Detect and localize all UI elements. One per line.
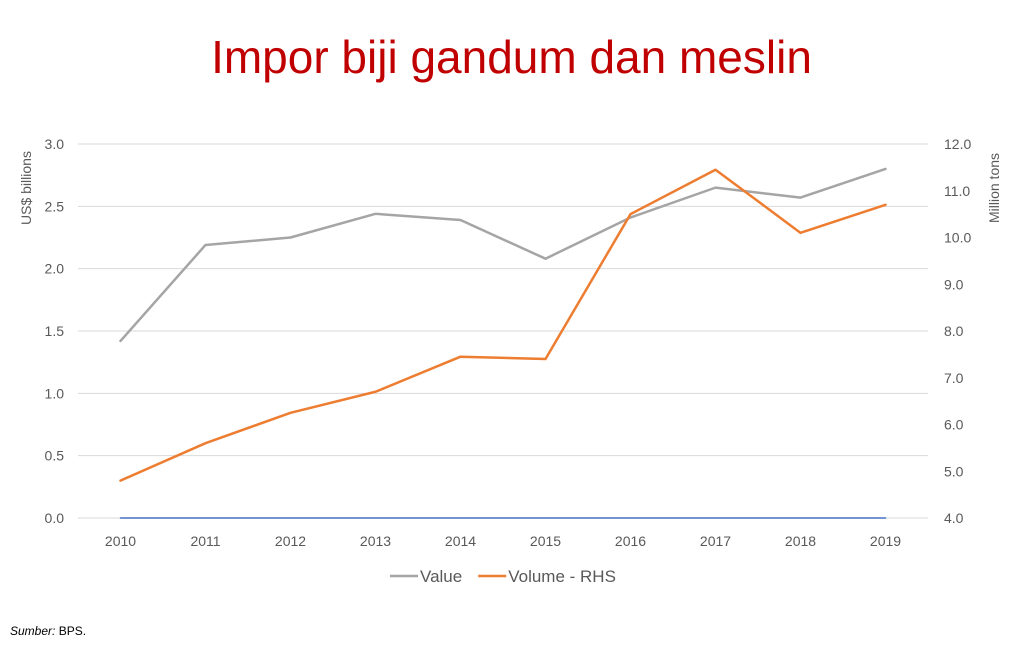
right-tick-label: 8.0 <box>944 323 964 339</box>
x-tick-label: 2015 <box>530 533 561 549</box>
data-point-volume-rhs <box>545 358 547 360</box>
right-axis-label: Million tons <box>986 153 1002 223</box>
data-point-value <box>120 340 122 342</box>
data-point-series-2 <box>800 517 802 519</box>
right-tick-label: 7.0 <box>944 370 964 386</box>
source-text: BPS. <box>58 624 87 638</box>
data-point-series-2 <box>715 517 717 519</box>
data-point-volume-rhs <box>375 391 377 393</box>
x-tick-label: 2011 <box>190 533 220 549</box>
x-axis-ticks: 2010 2011 2012 2013 2014 2015 2016 2017 2018 2019 <box>105 533 901 549</box>
x-tick-label: 2017 <box>700 533 731 549</box>
legend-label: Volume - RHS <box>508 567 616 586</box>
data-point-series-2 <box>460 517 462 519</box>
left-axis-ticks: 0.0 0.5 1.0 1.5 2.0 2.5 3.0 <box>45 136 65 526</box>
right-tick-label: 9.0 <box>944 276 964 292</box>
left-tick-label: 1.5 <box>45 323 65 339</box>
data-point-volume-rhs <box>205 442 207 444</box>
data-point-series-2 <box>545 517 547 519</box>
data-point-value <box>800 197 802 199</box>
left-axis-label: US$ billions <box>18 151 34 225</box>
right-tick-label: 12.0 <box>944 136 971 152</box>
left-tick-label: 2.5 <box>45 198 65 214</box>
data-point-series-2 <box>120 517 122 519</box>
left-tick-label: 0.5 <box>45 448 65 464</box>
series-line-volume-rhs <box>119 168 887 482</box>
data-point-value <box>885 168 887 170</box>
x-tick-label: 2019 <box>870 533 901 549</box>
left-tick-label: 0.0 <box>45 510 65 526</box>
data-point-volume-rhs <box>460 356 462 358</box>
data-point-volume-rhs <box>885 204 887 206</box>
right-tick-label: 4.0 <box>944 510 964 526</box>
data-point-volume-rhs <box>290 412 292 414</box>
data-point-volume-rhs <box>120 480 122 482</box>
data-point-series-2 <box>375 517 377 519</box>
data-point-value <box>715 187 717 189</box>
legend-label: Value <box>420 567 462 586</box>
right-tick-label: 6.0 <box>944 417 964 433</box>
x-tick-label: 2018 <box>785 533 816 549</box>
data-point-volume-rhs <box>630 213 632 215</box>
right-tick-label: 10.0 <box>944 230 971 246</box>
data-point-series-2 <box>290 517 292 519</box>
left-tick-label: 2.0 <box>45 261 65 277</box>
legend: Value Volume - RHS <box>390 567 616 586</box>
x-tick-label: 2016 <box>615 533 646 549</box>
left-tick-label: 3.0 <box>45 136 65 152</box>
x-tick-label: 2014 <box>445 533 476 549</box>
right-tick-label: 11.0 <box>944 183 970 199</box>
left-tick-label: 1.0 <box>45 385 65 401</box>
data-point-value <box>375 213 377 215</box>
source-note: Sumber: BPS. <box>10 624 86 638</box>
data-point-volume-rhs <box>800 232 802 234</box>
x-tick-label: 2012 <box>275 533 306 549</box>
data-point-value <box>545 258 547 260</box>
series-lines <box>119 167 887 519</box>
x-tick-label: 2010 <box>105 533 136 549</box>
data-point-value <box>205 244 207 246</box>
chart-title: Impor biji gandum dan meslin <box>211 31 812 83</box>
data-point-series-2 <box>630 517 632 519</box>
right-tick-label: 5.0 <box>944 463 964 479</box>
x-tick-label: 2013 <box>360 533 391 549</box>
data-point-volume-rhs <box>715 169 717 171</box>
data-point-value <box>290 237 292 239</box>
data-point-series-2 <box>885 517 887 519</box>
data-point-value <box>460 219 462 221</box>
series-line-value <box>119 167 887 343</box>
source-label: Sumber: <box>10 624 56 638</box>
right-axis-ticks: 4.0 5.0 6.0 7.0 8.0 9.0 10.0 11.0 12.0 <box>944 136 971 526</box>
data-point-series-2 <box>205 517 207 519</box>
gridlines <box>78 143 928 519</box>
